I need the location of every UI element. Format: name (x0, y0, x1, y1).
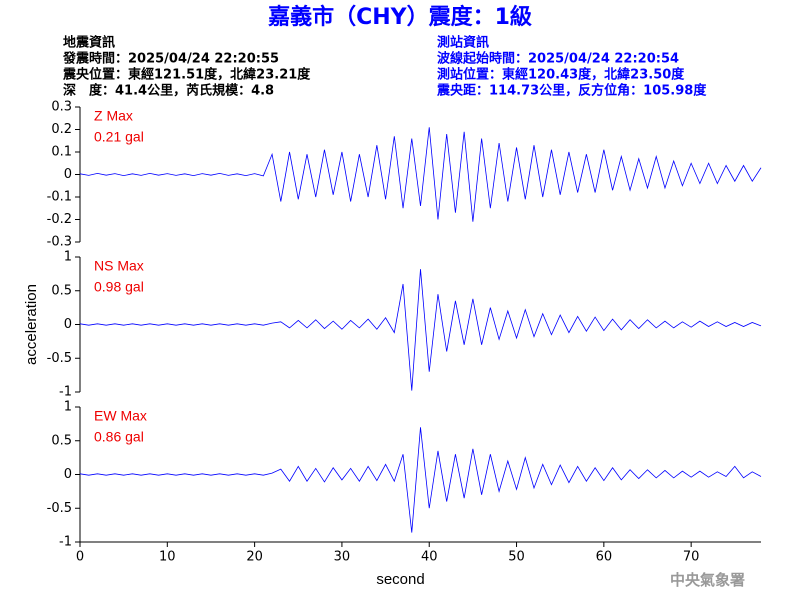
footer: 中央氣象署 (670, 571, 745, 589)
info-right: 測站位置：東經120.43度，北緯23.50度 (437, 67, 685, 83)
waveform (79, 269, 762, 391)
info-right: 震央距：114.73公里，反方位角：105.98度 (436, 83, 707, 99)
x-tick-label: 50 (508, 550, 525, 565)
y-tick-label: -0.3 (47, 235, 72, 250)
max-value: 0.21 gal (94, 129, 144, 145)
y-tick-label: 0.5 (51, 283, 72, 298)
info-left: 震央位置：東經121.51度，北緯23.21度 (62, 67, 311, 83)
info-right: 測站資訊 (437, 35, 489, 51)
info-right: 波線起始時間：2025/04/24 22:20:54 (437, 51, 679, 67)
x-tick-label: 10 (159, 550, 176, 565)
y-tick-label: 0.2 (51, 122, 72, 137)
y-tick-label: 0.1 (51, 145, 72, 160)
max-label: NS Max (94, 258, 144, 274)
title: 嘉義市（CHY）震度：1級 (268, 4, 532, 30)
max-label: Z Max (94, 108, 133, 124)
y-axis-label: acceleration (23, 284, 40, 365)
max-value: 0.86 gal (94, 429, 144, 445)
x-tick-label: 60 (596, 550, 613, 565)
info-left: 深 度：41.4公里，芮氏規模：4.8 (63, 83, 274, 99)
y-tick-label: 1 (64, 400, 72, 415)
y-tick-label: 0.3 (51, 100, 72, 115)
x-tick-label: 30 (334, 550, 351, 565)
x-tick-label: 40 (421, 550, 438, 565)
y-tick-label: -0.5 (47, 501, 72, 516)
y-tick-label: 0 (64, 317, 72, 332)
y-tick-label: -1 (59, 385, 72, 400)
waveform (79, 127, 762, 222)
x-tick-label: 20 (246, 550, 263, 565)
y-tick-label: 0.5 (51, 433, 72, 448)
y-tick-label: 0 (64, 467, 72, 482)
x-tick-label: 0 (76, 550, 84, 565)
max-label: EW Max (94, 408, 147, 424)
y-tick-label: -0.5 (47, 351, 72, 366)
info-left: 發震時間：2025/04/24 22:20:55 (62, 51, 279, 67)
y-tick-label: 0 (64, 167, 72, 182)
waveform (79, 427, 762, 533)
y-tick-label: 1 (64, 250, 72, 265)
max-value: 0.98 gal (94, 279, 144, 295)
y-tick-label: -0.2 (47, 212, 72, 227)
x-tick-label: 70 (683, 550, 700, 565)
y-tick-label: -0.1 (47, 190, 72, 205)
y-tick-label: -1 (59, 535, 72, 550)
x-axis-label: second (376, 571, 424, 588)
info-left: 地震資訊 (63, 35, 115, 51)
